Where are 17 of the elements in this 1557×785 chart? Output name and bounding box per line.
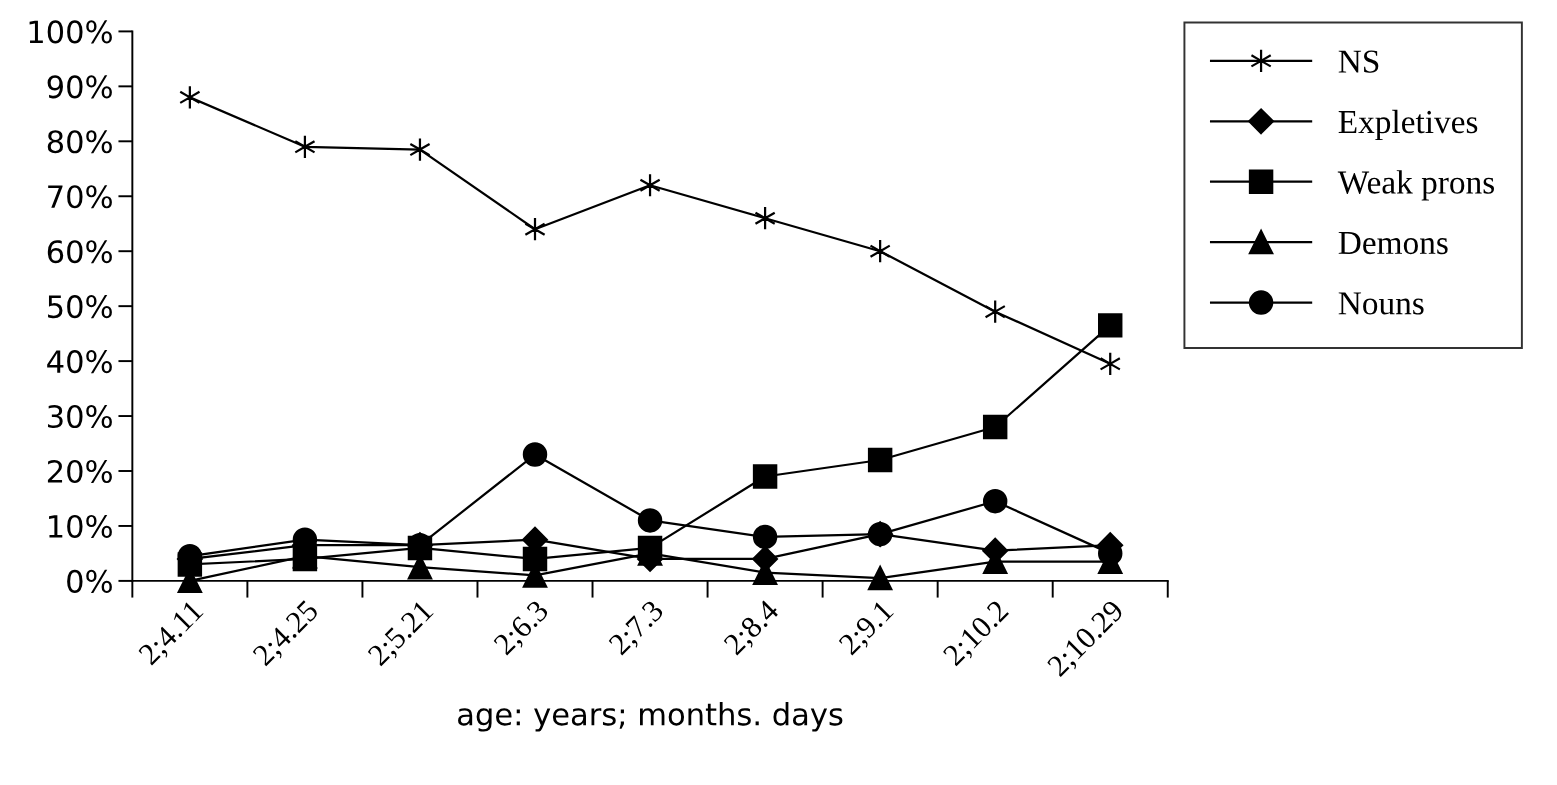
y-tick-label: 100% [29,20,112,44]
legend-label: Demons [1338,231,1448,255]
y-tick-label: 50% [48,295,112,319]
legend-label: Expletives [1338,109,1478,141]
y-tick-label: 70% [48,185,112,209]
legend-label: NS [1338,50,1379,73]
y-tick-label: 20% [47,459,112,484]
y-tick-label: 80% [47,130,112,154]
legend-label: Nouns [1338,292,1424,315]
x-axis-title: age: years; months. days [458,702,843,732]
y-tick-label: 30% [48,404,112,429]
y-tick-label: 0% [67,569,112,593]
legend-label: Weak prons [1337,170,1494,201]
y-tick-label: 10% [49,514,112,538]
y-tick-label: 90% [47,75,112,99]
y-tick-label: 60% [47,240,112,264]
y-tick-label: 40% [47,350,112,374]
